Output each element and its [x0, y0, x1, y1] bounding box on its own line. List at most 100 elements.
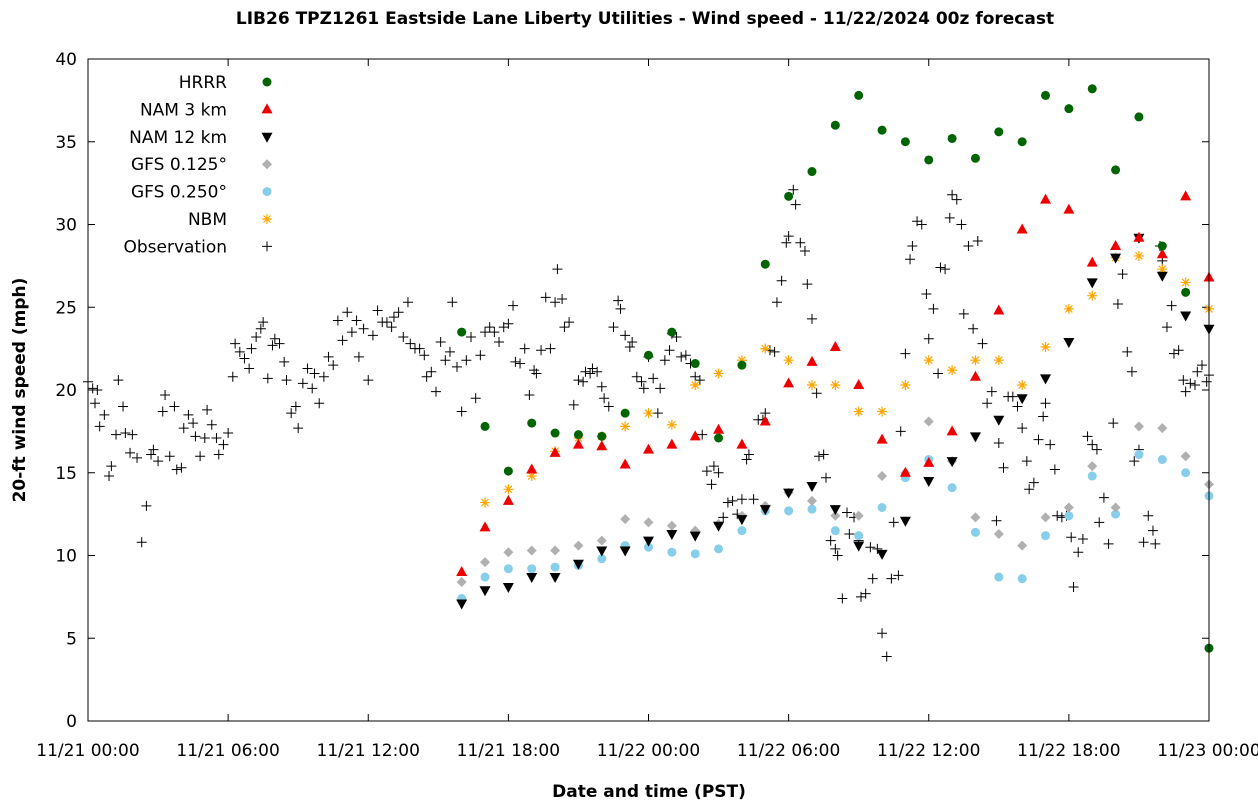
data-point — [652, 408, 663, 419]
data-point — [269, 333, 280, 344]
data-point — [722, 497, 733, 508]
data-point — [876, 433, 888, 444]
legend-marker — [262, 241, 272, 252]
data-point — [1041, 531, 1051, 541]
x-tick-label: 11/21 12:00 — [317, 741, 420, 761]
data-point — [643, 517, 654, 528]
data-point — [991, 515, 1002, 526]
data-point — [213, 449, 224, 460]
data-point — [860, 588, 871, 599]
data-point — [466, 332, 477, 343]
data-point — [596, 535, 607, 546]
data-point — [759, 505, 771, 516]
data-point — [895, 426, 906, 437]
data-point — [503, 484, 514, 495]
data-point — [297, 378, 308, 389]
data-point — [536, 345, 547, 356]
data-point — [90, 398, 101, 409]
data-point — [644, 542, 653, 552]
data-point — [106, 461, 117, 472]
data-point — [519, 343, 530, 354]
data-point — [1134, 450, 1144, 460]
data-point — [1045, 439, 1056, 450]
legend-entry-label: NAM 12 km — [129, 128, 227, 148]
data-point — [853, 541, 865, 552]
data-point — [638, 383, 649, 394]
data-point — [759, 415, 771, 426]
data-point — [748, 494, 759, 505]
y-axis-label: 20-ft wind speed (mph) — [10, 278, 30, 503]
data-point — [393, 307, 404, 318]
data-point — [526, 545, 537, 556]
data-point — [218, 439, 229, 450]
data-point — [337, 335, 348, 346]
data-point — [899, 516, 911, 527]
data-point — [1091, 444, 1102, 455]
data-point — [1201, 376, 1212, 387]
data-point — [402, 297, 413, 308]
data-point — [842, 507, 853, 518]
data-point — [811, 388, 822, 399]
data-point — [1024, 484, 1035, 495]
data-point — [844, 528, 855, 539]
data-point — [854, 531, 864, 541]
data-point — [1087, 290, 1098, 301]
data-point — [274, 338, 285, 349]
data-point — [853, 406, 864, 417]
data-point — [644, 350, 653, 360]
data-point — [923, 456, 935, 467]
data-point — [783, 377, 795, 388]
chart-title: LIB26 TPZ1261 Eastside Lane Liberty Util… — [236, 9, 1054, 29]
data-point — [1038, 411, 1049, 422]
data-point — [246, 343, 257, 354]
data-point — [87, 383, 98, 394]
data-point — [164, 451, 175, 462]
data-point — [1017, 137, 1027, 147]
data-point — [970, 355, 981, 366]
data-point — [195, 451, 206, 462]
data-point — [342, 307, 353, 318]
data-point — [526, 573, 538, 584]
data-point — [886, 573, 897, 584]
data-point — [190, 431, 201, 442]
data-point — [515, 358, 526, 369]
data-point — [1189, 380, 1200, 391]
data-point — [125, 447, 136, 458]
data-point — [1082, 431, 1093, 442]
data-point — [1157, 264, 1168, 275]
data-point — [790, 199, 801, 210]
plot-frame — [87, 58, 1210, 722]
series-hrrr — [457, 84, 1214, 653]
data-point — [872, 543, 883, 554]
data-point — [470, 393, 481, 404]
data-point — [741, 454, 752, 465]
data-point — [550, 545, 561, 556]
y-tick-label: 5 — [66, 629, 77, 649]
data-point — [1063, 203, 1075, 214]
data-point — [255, 323, 266, 334]
data-point — [830, 510, 841, 521]
data-point — [619, 458, 631, 469]
data-point — [318, 371, 329, 382]
data-point — [578, 376, 589, 387]
data-point — [332, 315, 343, 326]
data-point — [290, 401, 301, 412]
data-point — [414, 343, 425, 354]
data-point — [502, 494, 514, 505]
data-point — [921, 289, 932, 300]
data-point — [648, 373, 659, 384]
data-point — [784, 506, 794, 516]
data-point — [480, 421, 490, 431]
data-point — [1040, 374, 1052, 385]
data-point — [666, 419, 677, 430]
legend-marker — [262, 159, 272, 170]
data-point — [1185, 378, 1196, 389]
data-point — [795, 237, 806, 248]
data-point — [1133, 421, 1144, 432]
data-point — [531, 368, 542, 379]
data-point — [853, 379, 865, 390]
series-nam-12-km — [456, 233, 1215, 610]
data-point — [592, 366, 603, 377]
data-point — [1064, 511, 1074, 521]
data-point — [1147, 525, 1158, 536]
